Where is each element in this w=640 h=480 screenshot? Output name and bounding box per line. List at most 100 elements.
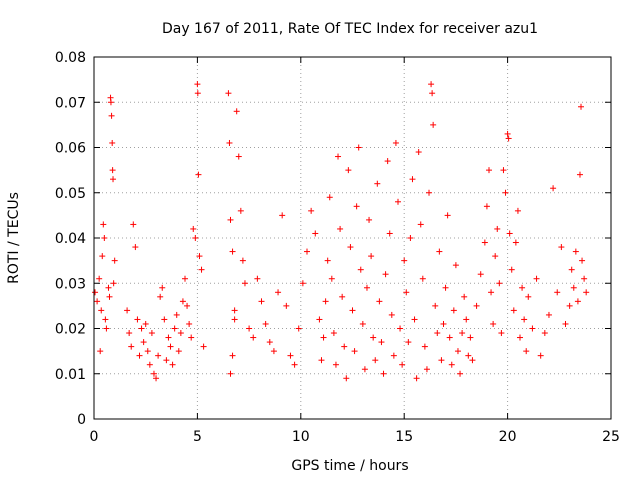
data-point: [363, 284, 370, 291]
data-point: [181, 275, 188, 282]
data-point: [494, 225, 501, 232]
data-point: [481, 239, 488, 246]
data-point: [110, 280, 117, 287]
data-point: [386, 230, 393, 237]
data-point: [485, 167, 492, 174]
data-point: [351, 348, 358, 355]
data-point: [324, 257, 331, 264]
data-point: [355, 144, 362, 151]
data-point: [506, 230, 513, 237]
data-point: [97, 348, 104, 355]
data-point: [374, 180, 381, 187]
data-point: [291, 361, 298, 368]
data-point: [161, 316, 168, 323]
data-point: [225, 90, 232, 97]
data-point: [132, 244, 139, 251]
data-point: [394, 198, 401, 205]
data-point: [357, 266, 364, 273]
data-point: [157, 293, 164, 300]
data-point: [227, 370, 234, 377]
data-point: [403, 289, 410, 296]
data-point: [450, 307, 457, 314]
data-point: [171, 325, 178, 332]
data-point: [446, 334, 453, 341]
data-point: [270, 348, 277, 355]
data-point: [407, 235, 414, 241]
axis-ticks: 0 0.01 0.02 0.03 0.04 0.05 0.06 0.07 0.08 0 5 10 15 2…: [55, 50, 620, 445]
data-point: [382, 271, 389, 278]
data-point: [229, 248, 236, 255]
data-point: [461, 293, 468, 300]
data-point: [184, 302, 191, 309]
data-point: [107, 99, 114, 106]
data-point: [148, 330, 155, 337]
data-point: [500, 167, 507, 174]
data-point: [337, 225, 344, 232]
data-point: [155, 352, 162, 359]
data-point: [417, 221, 424, 228]
data-point: [576, 171, 583, 178]
data-point: [195, 171, 202, 178]
data-point: [440, 320, 447, 327]
data-point: [279, 212, 286, 219]
data-point: [349, 307, 356, 314]
data-point: [134, 316, 141, 323]
data-point: [419, 275, 426, 282]
data-point: [318, 357, 325, 364]
data-point: [188, 334, 195, 341]
data-point: [353, 203, 360, 210]
data-point: [380, 370, 387, 377]
data-point: [108, 112, 115, 119]
data-point: [568, 266, 575, 273]
data-point: [521, 316, 528, 323]
data-point: [109, 167, 116, 174]
y-tick-label: 0.08: [55, 50, 86, 66]
data-point: [376, 298, 383, 305]
data-point: [459, 330, 466, 337]
data-point: [142, 320, 149, 327]
data-point: [109, 139, 116, 146]
data-point: [428, 81, 435, 88]
data-point: [322, 298, 329, 305]
chart-title: Day 167 of 2011, Rate Of TEC Index for r…: [162, 21, 538, 37]
data-point: [397, 325, 404, 332]
data-point: [366, 216, 373, 223]
data-point: [198, 266, 205, 273]
data-point: [110, 176, 117, 183]
data-point: [388, 311, 395, 318]
data-point: [525, 293, 532, 300]
data-point: [136, 352, 143, 359]
data-point: [111, 257, 118, 264]
data-point: [283, 302, 290, 309]
y-axis-label: ROTI / TECUs: [6, 192, 22, 284]
data-point: [167, 343, 174, 350]
x-tick-label: 5: [193, 429, 202, 445]
data-point: [579, 257, 586, 264]
x-tick-label: 20: [499, 429, 517, 445]
data-point: [473, 302, 480, 309]
data-point: [175, 348, 182, 355]
data-point: [438, 357, 445, 364]
data-point: [390, 352, 397, 359]
data-point: [124, 307, 131, 314]
data-point: [512, 239, 519, 246]
data-point: [190, 225, 197, 232]
data-point: [295, 325, 302, 332]
data-point: [105, 284, 112, 291]
data-point: [504, 130, 511, 137]
y-tick-label: 0: [77, 412, 86, 428]
data-point: [275, 289, 282, 296]
data-point: [409, 176, 416, 183]
x-tick-label: 15: [395, 429, 413, 445]
data-point: [415, 149, 422, 156]
x-axis-label: GPS time / hours: [291, 458, 408, 474]
data-point: [490, 320, 497, 327]
data-point: [328, 275, 335, 282]
data-point: [444, 212, 451, 219]
data-point: [94, 298, 101, 305]
y-tick-label: 0.07: [55, 95, 86, 111]
data-point: [250, 334, 257, 341]
data-point: [186, 320, 193, 327]
data-point: [140, 339, 147, 346]
data-point: [581, 275, 588, 282]
